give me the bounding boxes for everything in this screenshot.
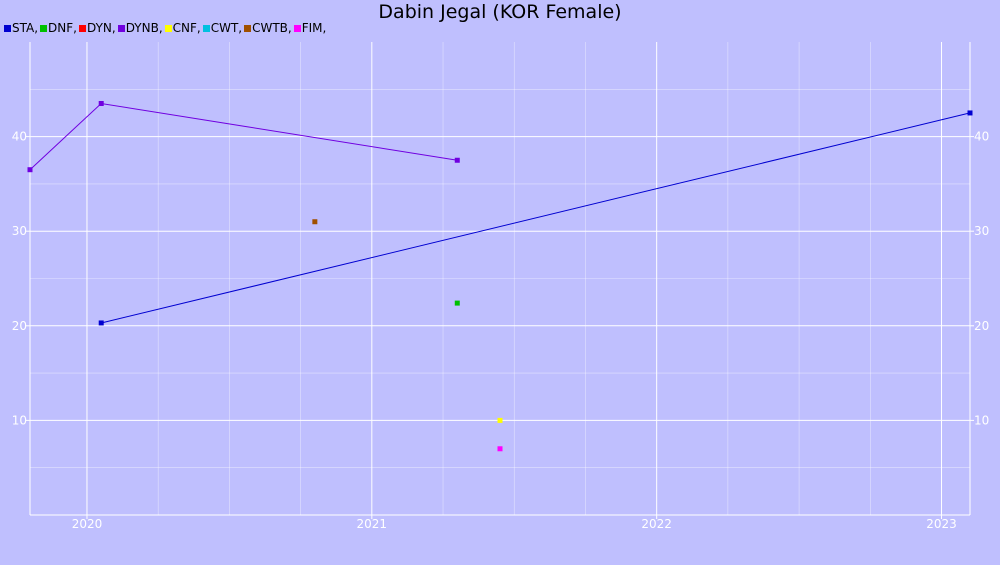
legend-item-dnf: DNF, [40,21,77,35]
legend-label: FIM, [301,21,327,35]
y-tick-label-left: 10 [12,413,27,427]
y-tick-label-right: 30 [974,224,989,238]
legend-item-cnf: CNF, [164,21,201,35]
legend-item-cwtb: CWTB, [244,21,292,35]
chart-title: Dabin Jegal (KOR Female) [378,1,622,23]
data-point-fim [497,446,503,452]
y-tick-label-left: 30 [12,224,27,238]
chart-legend: STA, DNF, DYN, DYNB, CNF, CWT, CWTB, FIM, [4,21,328,35]
legend-swatch [4,24,11,32]
x-tick-label: 2023 [926,517,957,531]
data-point-cnf [497,417,503,423]
legend-swatch [78,24,86,32]
legend-label: CWTB, [252,21,292,35]
legend-label: CNF, [172,21,201,35]
legend-label: DYNB, [125,21,163,35]
legend-item-dyn: DYN, [78,21,116,35]
legend-swatch [244,24,252,32]
legend-swatch [202,24,210,32]
data-point-dynb [98,100,104,106]
legend-label: DNF, [48,21,77,35]
legend-swatch [164,24,172,32]
y-tick-label-right: 40 [974,130,989,144]
legend-label: DYN, [86,21,116,35]
legend-label: STA, [12,21,39,35]
data-point-dynb [27,167,33,173]
legend-label: CWT, [210,21,243,35]
y-tick-label-right: 10 [974,413,989,427]
data-point-dynb [454,157,460,163]
legend-item-cwt: CWT, [202,21,243,35]
legend-item-sta: STA, [4,21,38,35]
y-tick-label-left: 40 [12,130,27,144]
y-tick-label-right: 20 [974,319,989,333]
legend-swatch [40,24,48,32]
x-tick-label: 2021 [357,517,388,531]
data-point-dnf [454,300,460,306]
legend-swatch [117,24,125,32]
data-point-cwtb [312,219,318,225]
y-tick-label-left: 20 [12,319,27,333]
legend-swatch [293,24,301,32]
data-point-sta [98,320,104,326]
x-tick-label: 2020 [72,517,103,531]
legend-item-dynb: DYNB, [117,21,163,35]
x-tick-label: 2022 [641,517,672,531]
legend-item-fim: FIM, [293,21,327,35]
data-point-sta [967,110,973,116]
series-line-sta [101,112,971,324]
